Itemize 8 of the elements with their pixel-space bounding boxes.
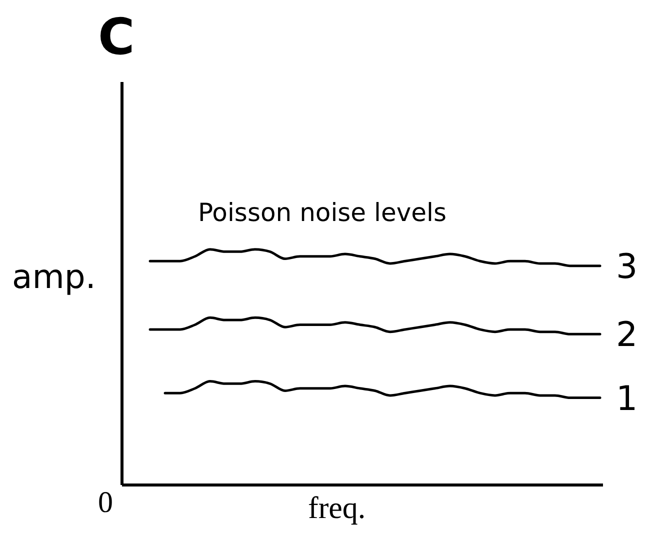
series-label: 3 [616,246,638,287]
text: 0 [98,486,113,519]
text: Poisson noise levels [198,198,446,227]
chart-title: C [98,8,135,66]
x-axis-title: freq. [308,490,366,525]
y-axis-title: amp. [12,257,96,296]
series-label: 1 [616,378,638,419]
series-label: 2 [616,315,638,356]
